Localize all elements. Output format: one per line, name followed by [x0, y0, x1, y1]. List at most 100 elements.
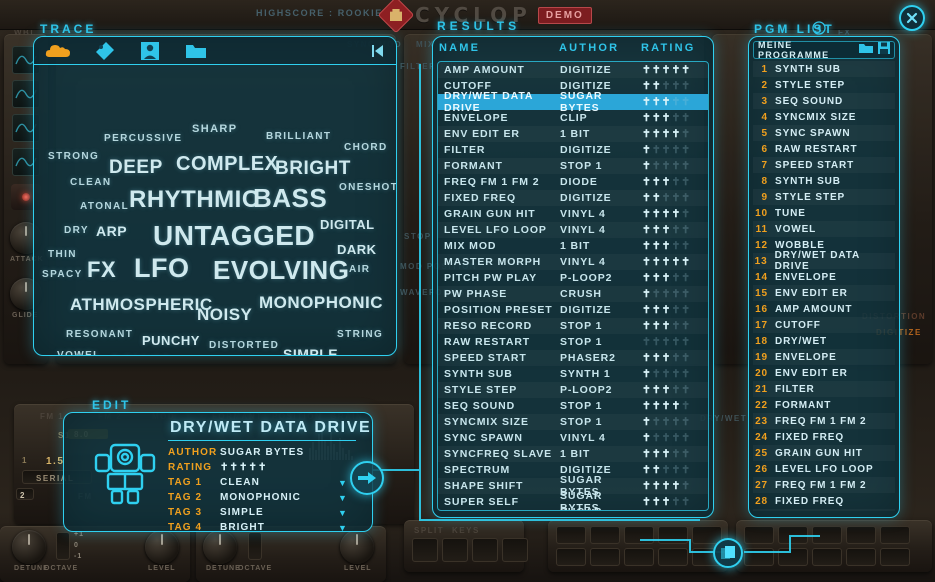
shape-a-4[interactable]: [658, 526, 688, 544]
table-row[interactable]: CUTOFF DIGITIZE ✝✝✝✝✝: [438, 78, 708, 94]
table-row[interactable]: LEVEL LFO LOOP VINYL 4 ✝✝✝✝✝: [438, 222, 708, 238]
tag-chord[interactable]: CHORD: [344, 142, 388, 153]
list-item[interactable]: 6 RAW RESTART: [753, 141, 895, 157]
list-item[interactable]: 22 FORMANT: [753, 397, 895, 413]
shape-b-3[interactable]: [624, 548, 654, 566]
tag-sharp[interactable]: SHARP: [192, 123, 238, 135]
tag-clean[interactable]: CLEAN: [70, 177, 112, 188]
table-row[interactable]: SYNTH SUB SYNTH 1 ✝✝✝✝✝: [438, 366, 708, 382]
shape-a-1[interactable]: [556, 526, 586, 544]
list-item[interactable]: 1 SYNTH SUB: [753, 61, 895, 77]
table-row[interactable]: FREQ FM 1 FM 2 DIODE ✝✝✝✝✝: [438, 174, 708, 190]
tag-dark[interactable]: DARK: [337, 242, 377, 257]
tag-vowel[interactable]: VOWEL: [57, 350, 101, 355]
folder-tab[interactable]: [182, 41, 210, 61]
tag-brilliant[interactable]: BRILLIANT: [266, 131, 332, 142]
table-row[interactable]: SHAPE SHIFT SUGAR BYTES ✝✝✝✝✝: [438, 474, 708, 498]
table-row[interactable]: ENVELOPE CLIP ✝✝✝✝✝: [438, 110, 708, 126]
table-row[interactable]: SPEED START PHASER2 ✝✝✝✝✝: [438, 350, 708, 366]
tag-athmospheric[interactable]: ATHMOSPHERIC: [70, 295, 213, 314]
tag-thin[interactable]: THIN: [48, 249, 77, 260]
tag-simple[interactable]: SIMPLE: [283, 346, 339, 355]
edit-field-tag-1[interactable]: TAG 1 CLEAN ▼: [168, 475, 348, 490]
list-item[interactable]: 12 WOBBLE: [753, 237, 895, 253]
tag-percussive[interactable]: PERCUSSIVE: [104, 133, 183, 144]
cloud-tab[interactable]: [44, 41, 72, 61]
tag-arp[interactable]: ARP: [96, 223, 128, 239]
shape-c-5[interactable]: [880, 526, 910, 544]
list-item[interactable]: 11 VOWEL: [753, 221, 895, 237]
list-item[interactable]: 26 LEVEL LFO LOOP: [753, 461, 895, 477]
shape-d-2[interactable]: [778, 548, 808, 566]
shape-b-1[interactable]: [556, 548, 586, 566]
table-row[interactable]: SPECTRUM DIGITIZE ✝✝✝✝✝: [438, 462, 708, 478]
table-row[interactable]: RESO RECORD STOP 1 ✝✝✝✝✝: [438, 318, 708, 334]
octave-switch-2[interactable]: [248, 532, 262, 560]
octave-switch-1[interactable]: [56, 532, 70, 560]
table-row[interactable]: ENV EDIT ER 1 BIT ✝✝✝✝✝: [438, 126, 708, 142]
table-row[interactable]: DRY/WET DATA DRIVE SUGAR BYTES ✝✝✝✝✝: [438, 90, 708, 114]
table-row[interactable]: AMP AMOUNT DIGITIZE ✝✝✝✝✝: [438, 62, 708, 78]
pgm-collapse-button[interactable]: [812, 21, 826, 35]
list-item[interactable]: 25 GRAIN GUN HIT: [753, 445, 895, 461]
tag-fx[interactable]: FX: [87, 257, 117, 282]
chevron-down-icon[interactable]: ▼: [338, 507, 349, 518]
tag-oneshot[interactable]: ONESHOT: [339, 182, 396, 193]
split-key-4[interactable]: [502, 538, 528, 562]
level-knob-2[interactable]: [340, 530, 374, 564]
list-item[interactable]: 10 TUNE: [753, 205, 895, 221]
shape-b-2[interactable]: [590, 548, 620, 566]
split-key-1[interactable]: [412, 538, 438, 562]
list-item[interactable]: 23 FREQ FM 1 FM 2: [753, 413, 895, 429]
table-row[interactable]: SUPER SELF SUGAR BYTES ✝✝✝✝✝: [438, 490, 708, 510]
level-knob-1[interactable]: [145, 530, 179, 564]
list-item[interactable]: 29GRAIN GUN HIT: [753, 509, 895, 511]
table-row[interactable]: GRAIN GUN HIT VINYL 4 ✝✝✝✝✝: [438, 206, 708, 222]
list-item[interactable]: 18 DRY/WET: [753, 333, 895, 349]
shape-d-5[interactable]: [880, 548, 910, 566]
table-row[interactable]: SYNC SPAWN VINYL 4 ✝✝✝✝✝: [438, 430, 708, 446]
tag-complex[interactable]: COMPLEX: [176, 153, 279, 175]
shape-b-4[interactable]: [658, 548, 688, 566]
tag-spacy[interactable]: SPACY: [42, 269, 83, 280]
close-button[interactable]: [899, 5, 925, 31]
tag-air[interactable]: AIR: [349, 264, 371, 275]
table-row[interactable]: RAW RESTART STOP 1 ✝✝✝✝✝: [438, 334, 708, 350]
author-tab[interactable]: [136, 41, 164, 61]
list-item[interactable]: 19 ENVELOPE: [753, 349, 895, 365]
pgm-open-button[interactable]: [859, 41, 873, 59]
table-row[interactable]: SYMMETRYSUGAR BYTES✝✝✝✝✝: [560, 506, 602, 510]
tag-deep[interactable]: DEEP: [109, 157, 163, 178]
table-row[interactable]: PITCH PW PLAY P-LOOP2 ✝✝✝✝✝: [438, 270, 708, 286]
trace-back-button[interactable]: [368, 42, 388, 60]
tag-noisy[interactable]: NOISY: [197, 305, 253, 324]
tag-string[interactable]: STRING: [337, 329, 384, 340]
list-item[interactable]: 5 SYNC SPAWN: [753, 125, 895, 141]
table-row[interactable]: SYNCFREQ SLAVE 1 BIT ✝✝✝✝✝: [438, 446, 708, 462]
list-item[interactable]: 7 SPEED START: [753, 157, 895, 173]
list-item[interactable]: 8 SYNTH SUB: [753, 173, 895, 189]
tag-untagged[interactable]: UNTAGGED: [153, 220, 316, 251]
table-row[interactable]: MIX MOD 1 BIT ✝✝✝✝✝: [438, 238, 708, 254]
tags-tab[interactable]: [90, 41, 118, 61]
shape-d-3[interactable]: [812, 548, 842, 566]
list-item[interactable]: 4 SYNCMIX SIZE: [753, 109, 895, 125]
tag-evolving[interactable]: EVOLVING: [213, 255, 350, 285]
list-item[interactable]: 24 FIXED FREQ: [753, 429, 895, 445]
shape-d-4[interactable]: [846, 548, 876, 566]
edit-rating-stars[interactable]: ✝✝✝✝✝: [220, 462, 338, 473]
list-item[interactable]: 2 STYLE STEP: [753, 77, 895, 93]
pgm-save-button[interactable]: [878, 41, 890, 59]
list-item[interactable]: 14 ENVELOPE: [753, 269, 895, 285]
shape-c-4[interactable]: [846, 526, 876, 544]
table-row[interactable]: FORMANT STOP 1 ✝✝✝✝✝: [438, 158, 708, 174]
shape-c-1[interactable]: [744, 526, 774, 544]
chevron-down-icon[interactable]: ▼: [338, 522, 349, 533]
list-item[interactable]: 28 FIXED FREQ: [753, 493, 895, 509]
list-item[interactable]: 20 ENV EDIT ER: [753, 365, 895, 381]
results-rows[interactable]: AMP AMOUNT DIGITIZE ✝✝✝✝✝ CUTOFF DIGITIZE ✝✝✝…: [437, 61, 709, 511]
list-item[interactable]: 3 SEQ SOUND: [753, 93, 895, 109]
list-item[interactable]: 27 FREQ FM 1 FM 2: [753, 477, 895, 493]
tag-dry[interactable]: DRY: [64, 225, 89, 236]
tag-atonal[interactable]: ATONAL: [80, 201, 130, 212]
